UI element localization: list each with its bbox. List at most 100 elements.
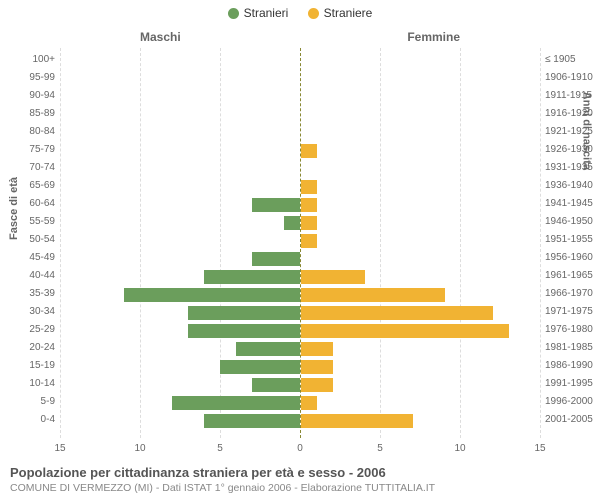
legend-swatch-male (228, 8, 239, 19)
birth-year-label: 1981-1985 (545, 342, 600, 353)
header-female: Femmine (407, 30, 460, 44)
pyramid-row (60, 178, 540, 196)
bar-female (301, 324, 509, 338)
pyramid-row (60, 304, 540, 322)
birth-year-label: 1951-1955 (545, 234, 600, 245)
x-tick-label: 10 (450, 443, 470, 454)
bar-male (252, 252, 300, 266)
bar-male (252, 378, 300, 392)
pyramid-row (60, 88, 540, 106)
birth-year-label: 1946-1950 (545, 216, 600, 227)
bar-female (301, 270, 365, 284)
birth-year-label: 1956-1960 (545, 252, 600, 263)
birth-year-label: 1996-2000 (545, 396, 600, 407)
age-label: 45-49 (0, 252, 55, 263)
bar-female (301, 396, 317, 410)
age-label: 70-74 (0, 162, 55, 173)
bar-male (204, 414, 300, 428)
pyramid-row (60, 250, 540, 268)
legend-item-male: Stranieri (228, 6, 289, 20)
bar-female (301, 360, 333, 374)
birth-year-label: 1931-1935 (545, 162, 600, 173)
birth-year-label: 1936-1940 (545, 180, 600, 191)
birth-year-label: 1921-1925 (545, 126, 600, 137)
grid-line (540, 48, 541, 438)
header-male: Maschi (140, 30, 181, 44)
chart-footer: Popolazione per cittadinanza straniera p… (10, 465, 590, 494)
bar-female (301, 342, 333, 356)
age-label: 10-14 (0, 378, 55, 389)
age-label: 25-29 (0, 324, 55, 335)
birth-year-label: 1941-1945 (545, 198, 600, 209)
legend-label-female: Straniere (324, 6, 373, 20)
pyramid-row (60, 412, 540, 430)
bar-male (172, 396, 300, 410)
birth-year-label: 1916-1920 (545, 108, 600, 119)
plot-area (60, 48, 540, 438)
bar-female (301, 414, 413, 428)
legend-swatch-female (308, 8, 319, 19)
age-label: 75-79 (0, 144, 55, 155)
bar-male (188, 306, 300, 320)
chart-subtitle: COMUNE DI VERMEZZO (MI) - Dati ISTAT 1° … (10, 482, 590, 494)
birth-year-label: ≤ 1905 (545, 54, 600, 65)
x-tick-label: 10 (130, 443, 150, 454)
pyramid-row (60, 214, 540, 232)
legend: Stranieri Straniere (0, 6, 600, 22)
x-tick-label: 5 (210, 443, 230, 454)
bar-female (301, 180, 317, 194)
bar-male (236, 342, 300, 356)
bar-female (301, 378, 333, 392)
pyramid-row (60, 196, 540, 214)
age-label: 30-34 (0, 306, 55, 317)
chart-title: Popolazione per cittadinanza straniera p… (10, 465, 590, 480)
pyramid-row (60, 70, 540, 88)
birth-year-label: 1966-1970 (545, 288, 600, 299)
bar-male (220, 360, 300, 374)
pyramid-row (60, 106, 540, 124)
pyramid-row (60, 124, 540, 142)
age-label: 15-19 (0, 360, 55, 371)
bar-male (124, 288, 300, 302)
bar-female (301, 198, 317, 212)
bar-male (204, 270, 300, 284)
age-label: 65-69 (0, 180, 55, 191)
age-label: 85-89 (0, 108, 55, 119)
pyramid-row (60, 142, 540, 160)
legend-label-male: Stranieri (244, 6, 289, 20)
pyramid-row (60, 268, 540, 286)
pyramid-row (60, 394, 540, 412)
age-label: 60-64 (0, 198, 55, 209)
pyramid-row (60, 322, 540, 340)
pyramid-row (60, 232, 540, 250)
x-tick-label: 5 (370, 443, 390, 454)
bar-male (188, 324, 300, 338)
age-label: 35-39 (0, 288, 55, 299)
population-pyramid-chart: Stranieri Straniere Maschi Femmine Fasce… (0, 0, 600, 500)
birth-year-label: 1976-1980 (545, 324, 600, 335)
birth-year-label: 1911-1915 (545, 90, 600, 101)
birth-year-label: 1986-1990 (545, 360, 600, 371)
birth-year-label: 1961-1965 (545, 270, 600, 281)
birth-year-label: 1926-1930 (545, 144, 600, 155)
bar-female (301, 144, 317, 158)
x-tick-label: 15 (50, 443, 70, 454)
age-label: 40-44 (0, 270, 55, 281)
x-tick-label: 15 (530, 443, 550, 454)
age-label: 95-99 (0, 72, 55, 83)
pyramid-row (60, 376, 540, 394)
age-label: 55-59 (0, 216, 55, 227)
birth-year-label: 1906-1910 (545, 72, 600, 83)
pyramid-row (60, 160, 540, 178)
birth-year-label: 1971-1975 (545, 306, 600, 317)
age-label: 100+ (0, 54, 55, 65)
birth-year-label: 1991-1995 (545, 378, 600, 389)
age-label: 0-4 (0, 414, 55, 425)
bar-female (301, 234, 317, 248)
pyramid-row (60, 52, 540, 70)
bar-male (284, 216, 300, 230)
age-label: 50-54 (0, 234, 55, 245)
age-label: 5-9 (0, 396, 55, 407)
legend-item-female: Straniere (308, 6, 373, 20)
bar-female (301, 306, 493, 320)
